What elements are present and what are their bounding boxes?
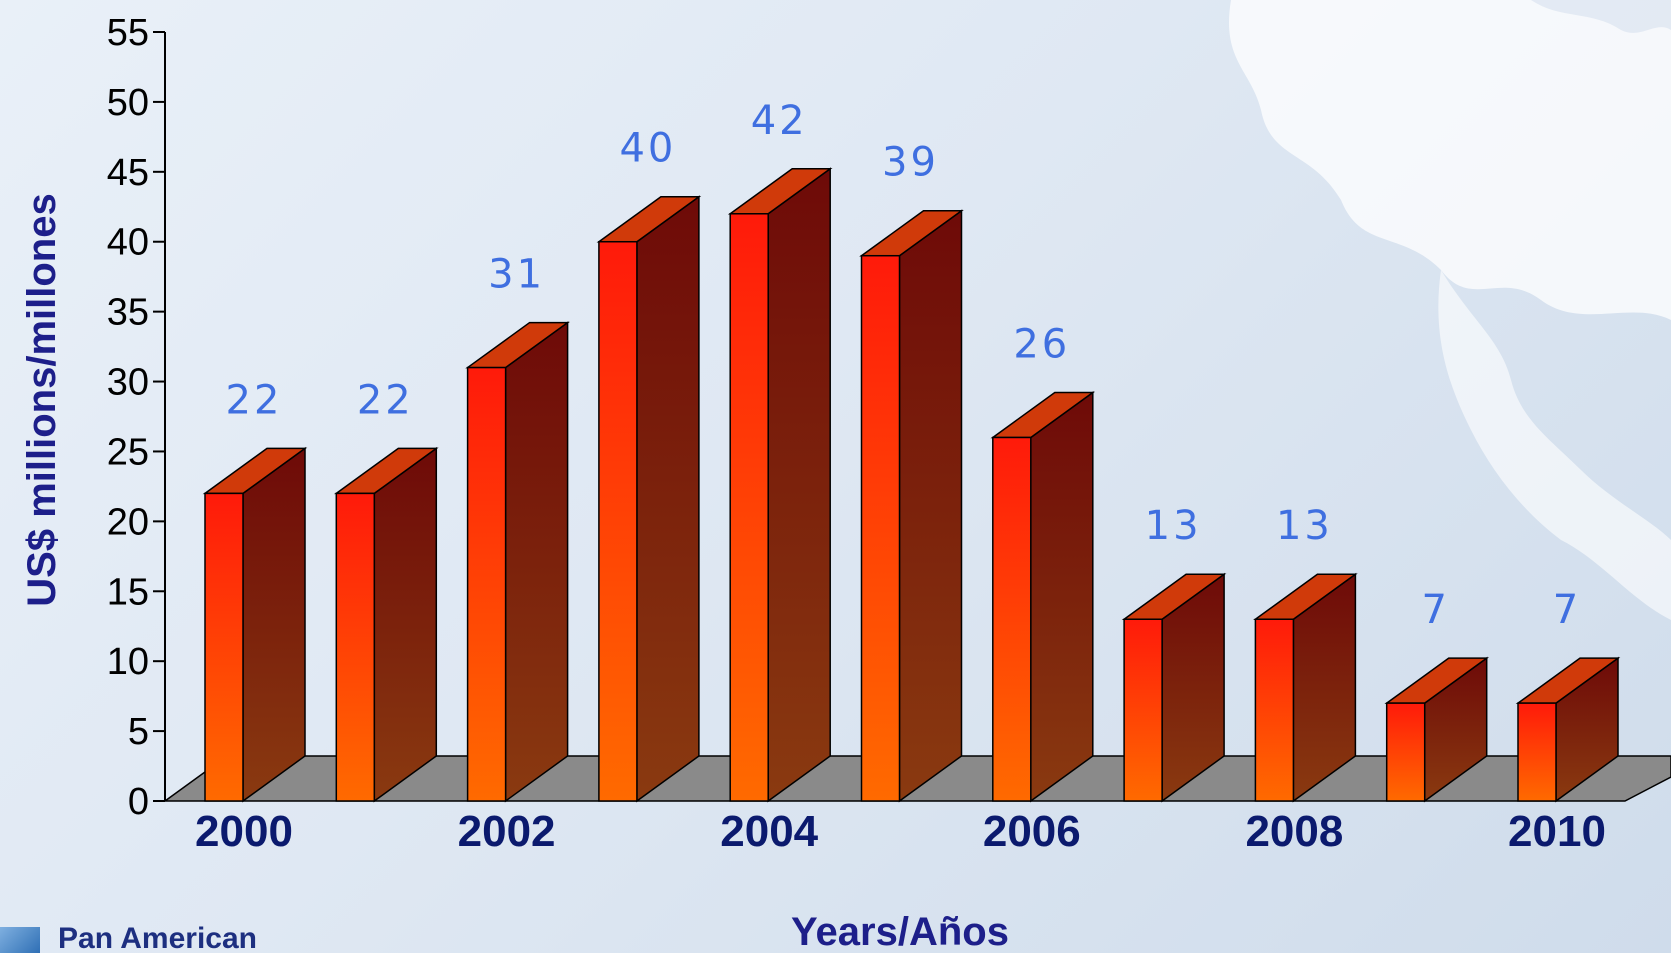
bar-front-face xyxy=(729,213,769,802)
y-tick-label: 30 xyxy=(107,362,149,404)
y-axis-title: US$ millions/millones xyxy=(20,193,64,606)
bar xyxy=(202,446,308,803)
y-tick-label: 40 xyxy=(107,222,149,264)
x-tick-label: 2004 xyxy=(720,807,818,856)
y-tick-label: 5 xyxy=(128,711,149,753)
bar-side-face xyxy=(767,167,831,803)
x-tick-label: 2000 xyxy=(195,807,293,856)
data-label: 22 xyxy=(226,377,283,423)
y-tick-label: 35 xyxy=(107,292,149,334)
data-label: 42 xyxy=(751,98,808,144)
bar xyxy=(333,446,439,803)
y-tick-label: 10 xyxy=(107,641,149,683)
y-tick-label: 0 xyxy=(128,781,149,823)
data-label: 26 xyxy=(1013,321,1070,367)
bar xyxy=(859,209,964,803)
bar-front-face xyxy=(1123,618,1163,802)
data-label: 13 xyxy=(1145,503,1202,549)
bar xyxy=(465,321,570,803)
bar xyxy=(1515,656,1621,803)
bar-side-face xyxy=(1030,391,1094,803)
y-tick-label: 25 xyxy=(107,431,149,473)
bar xyxy=(1121,572,1227,803)
logo-text: Pan American xyxy=(58,925,257,953)
data-label: 39 xyxy=(882,140,939,186)
data-label: 13 xyxy=(1276,503,1333,549)
x-tick-label: 2008 xyxy=(1245,807,1343,856)
data-label: 40 xyxy=(619,126,676,172)
logo-icon xyxy=(0,927,40,953)
bar xyxy=(1253,572,1358,803)
bar xyxy=(1384,656,1490,803)
x-tick-label: 2002 xyxy=(458,807,556,856)
bar-front-face xyxy=(860,254,901,802)
bar xyxy=(596,195,702,803)
data-label: 7 xyxy=(1421,587,1449,633)
bar-front-face xyxy=(992,436,1032,802)
bar-side-face xyxy=(636,195,700,803)
y-tick-label: 45 xyxy=(107,152,149,194)
bar-front-face xyxy=(1385,702,1426,802)
y-tick-label: 50 xyxy=(107,82,149,124)
data-label: 7 xyxy=(1553,587,1581,633)
bar-side-face xyxy=(373,446,438,803)
bar xyxy=(727,167,833,803)
bar-front-face xyxy=(598,240,638,802)
bar-side-face xyxy=(242,446,306,803)
x-tick-label: 2006 xyxy=(983,807,1081,856)
y-tick-label: 55 xyxy=(107,12,149,54)
y-tick-label: 15 xyxy=(107,571,149,613)
x-axis-title: Years/Años xyxy=(791,910,1009,953)
x-tick-label: 2010 xyxy=(1508,807,1606,856)
data-label: 31 xyxy=(488,252,545,298)
bar-front-face xyxy=(466,366,507,802)
bar-front-face xyxy=(335,492,376,802)
background-map xyxy=(1228,0,1671,620)
bar xyxy=(990,391,1096,803)
bar-side-face xyxy=(898,209,963,803)
bar-front-face xyxy=(1517,702,1557,802)
y-tick-label: 20 xyxy=(107,501,149,543)
bar-front-face xyxy=(1254,618,1295,802)
data-label: 22 xyxy=(357,377,414,423)
bar-side-face xyxy=(504,321,569,803)
logo: Pan American xyxy=(0,925,257,953)
bar-front-face xyxy=(204,492,244,802)
